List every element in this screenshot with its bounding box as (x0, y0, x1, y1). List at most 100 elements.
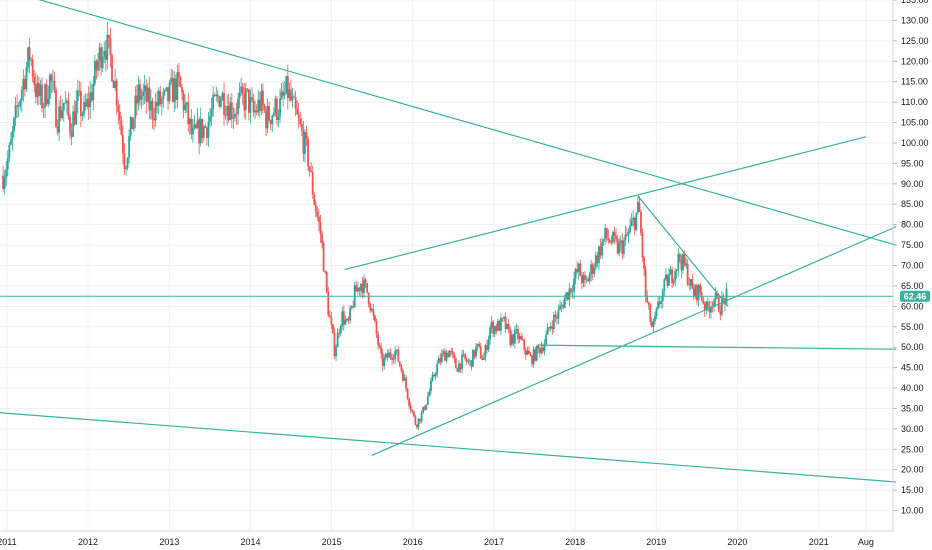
candle-body (241, 86, 244, 94)
candle-body (456, 368, 459, 372)
candle-body (703, 303, 706, 311)
candle-body (9, 139, 12, 145)
candle-body (274, 98, 277, 114)
grid (0, 0, 893, 531)
candle-body (644, 268, 647, 297)
candle-body (45, 84, 48, 105)
candle-body (216, 94, 219, 97)
candle-body (314, 204, 317, 212)
candle-body (215, 94, 218, 97)
candle-body (559, 305, 561, 310)
candle-body (229, 102, 232, 121)
candle-body (647, 302, 650, 305)
candle-body (697, 284, 700, 301)
trendline[interactable] (637, 195, 729, 307)
candle-body (139, 84, 141, 100)
candle-body (599, 246, 602, 256)
candle-body (439, 358, 442, 362)
candle-body (39, 84, 42, 97)
candle-body (2, 175, 5, 189)
candle-body (672, 280, 675, 284)
candle-body (260, 90, 263, 111)
candle-body (64, 102, 67, 104)
candle-body (398, 361, 401, 366)
candle-body (125, 167, 127, 169)
candle-body (500, 317, 502, 331)
candle-body (612, 231, 614, 243)
candle-body (319, 222, 322, 235)
candle-body (212, 94, 215, 110)
candle-body (613, 231, 616, 237)
candle-body (674, 271, 677, 281)
candle-body (481, 358, 484, 360)
candle-body (73, 111, 76, 125)
candle-body (321, 234, 323, 243)
candle-body (255, 110, 258, 113)
trendline[interactable] (0, 0, 897, 246)
candle-body (671, 269, 673, 284)
candle-body (534, 349, 537, 361)
candle-body (190, 118, 193, 135)
candle-body (579, 263, 582, 277)
trendline[interactable] (344, 136, 867, 271)
candle-body (294, 97, 297, 109)
price-tick-label: 65.00 (901, 281, 924, 291)
candle-body (291, 96, 294, 101)
time-axis[interactable]: 2011 2012 2013 2014 2015 2016 2017 2018 2019 2020… (0, 537, 874, 547)
candle-body (324, 271, 327, 273)
candle-body (61, 110, 64, 119)
candle-body (414, 415, 417, 425)
candle-body (467, 361, 470, 363)
candle-body (165, 87, 168, 91)
time-tick-label: 2017 (484, 537, 504, 547)
candle-body (232, 117, 235, 119)
candle-body (153, 118, 155, 121)
candle-body (131, 117, 134, 130)
candle-body (280, 91, 283, 99)
candle-body (112, 81, 115, 88)
candle-body (237, 98, 239, 115)
candle-body (509, 329, 512, 345)
candle-body (585, 279, 588, 281)
candle-body (549, 326, 552, 329)
candle-body (403, 377, 406, 381)
price-axis[interactable]: 135.00 130.00 125.00 120.00 115.00 110.00 105.… (893, 0, 929, 516)
candle-body (134, 95, 137, 119)
candle-body (322, 242, 325, 272)
candle-body (75, 101, 78, 125)
candle-body (512, 334, 515, 344)
candle-body (408, 398, 411, 406)
candle-body (557, 309, 560, 319)
candle-body (400, 365, 403, 371)
candle-body (83, 102, 85, 115)
candle-body (246, 88, 249, 90)
candle-body (179, 77, 182, 88)
candle-body (537, 345, 540, 349)
candle-body (325, 272, 328, 292)
candle-body (430, 380, 432, 392)
candle-body (111, 55, 113, 82)
candle-body (209, 116, 211, 122)
trendline[interactable] (0, 412, 897, 483)
candle-body (486, 344, 488, 350)
candle-body (114, 80, 117, 88)
candle-body (185, 102, 188, 105)
candle-body (694, 285, 697, 297)
candle-body (352, 306, 355, 307)
candle-body (174, 78, 177, 100)
candle-body (666, 274, 669, 286)
candle-body (548, 327, 551, 329)
candle-body (630, 220, 633, 226)
candle-body (87, 98, 90, 108)
trendline[interactable] (371, 226, 897, 456)
trendline[interactable] (537, 344, 897, 350)
candle-body (65, 100, 68, 103)
candle-body (120, 120, 123, 135)
candle-body (283, 93, 286, 96)
candle-body (335, 347, 337, 357)
price-tick-label: 125.00 (901, 36, 929, 46)
candle-body (691, 279, 694, 289)
candle-body (171, 77, 174, 103)
candle-body (605, 228, 608, 238)
